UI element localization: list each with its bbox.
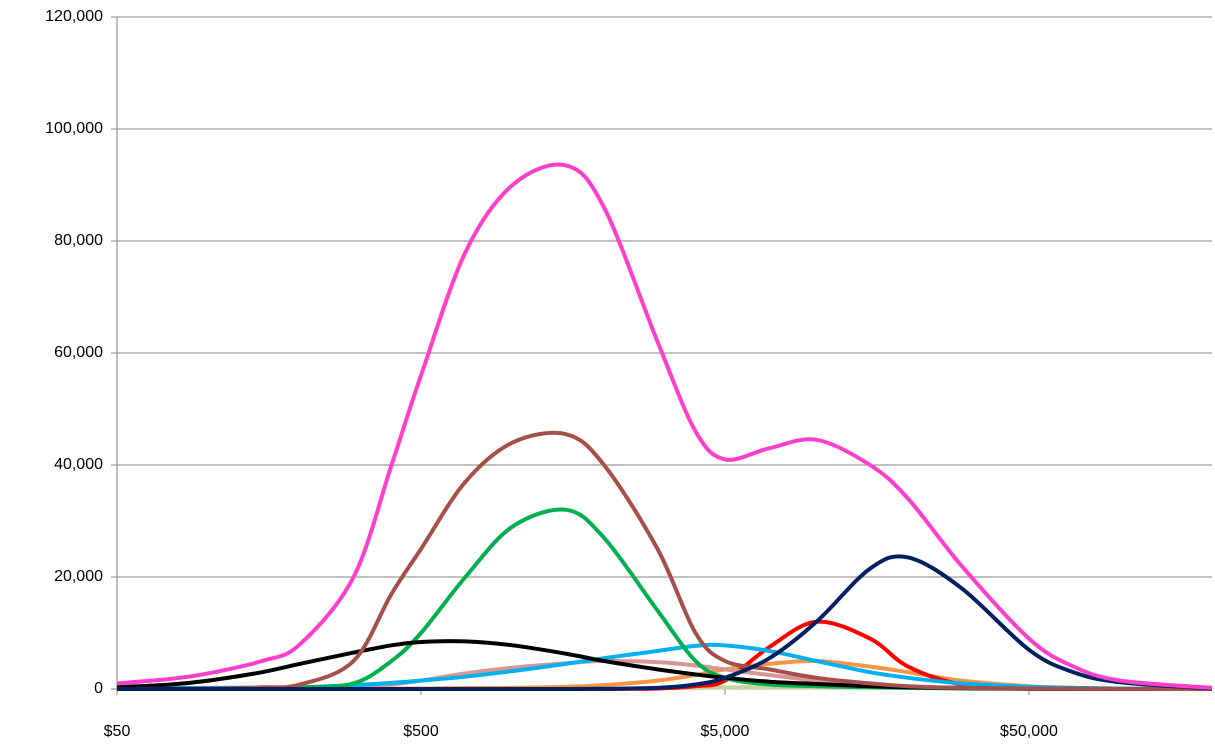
y-tick-label: 60,000 — [54, 344, 103, 361]
series-line — [116, 162, 1213, 690]
x-tick-label: $50 — [104, 723, 131, 740]
series-line — [116, 430, 1213, 691]
series-line — [117, 658, 1213, 692]
y-tick-label: 40,000 — [54, 456, 103, 473]
y-tick-label: 100,000 — [45, 120, 103, 137]
y-tick-label: 80,000 — [54, 232, 103, 249]
y-tick-label: 20,000 — [54, 568, 103, 585]
x-tick-label: $5,000 — [701, 723, 750, 740]
x-tick-label: $500 — [403, 723, 439, 740]
series-line — [117, 554, 1213, 692]
series-line — [117, 658, 1213, 692]
y-tick-label: 0 — [94, 680, 103, 697]
y-tick-label: 120,000 — [45, 8, 103, 25]
x-tick-label: $50,000 — [1000, 723, 1058, 740]
